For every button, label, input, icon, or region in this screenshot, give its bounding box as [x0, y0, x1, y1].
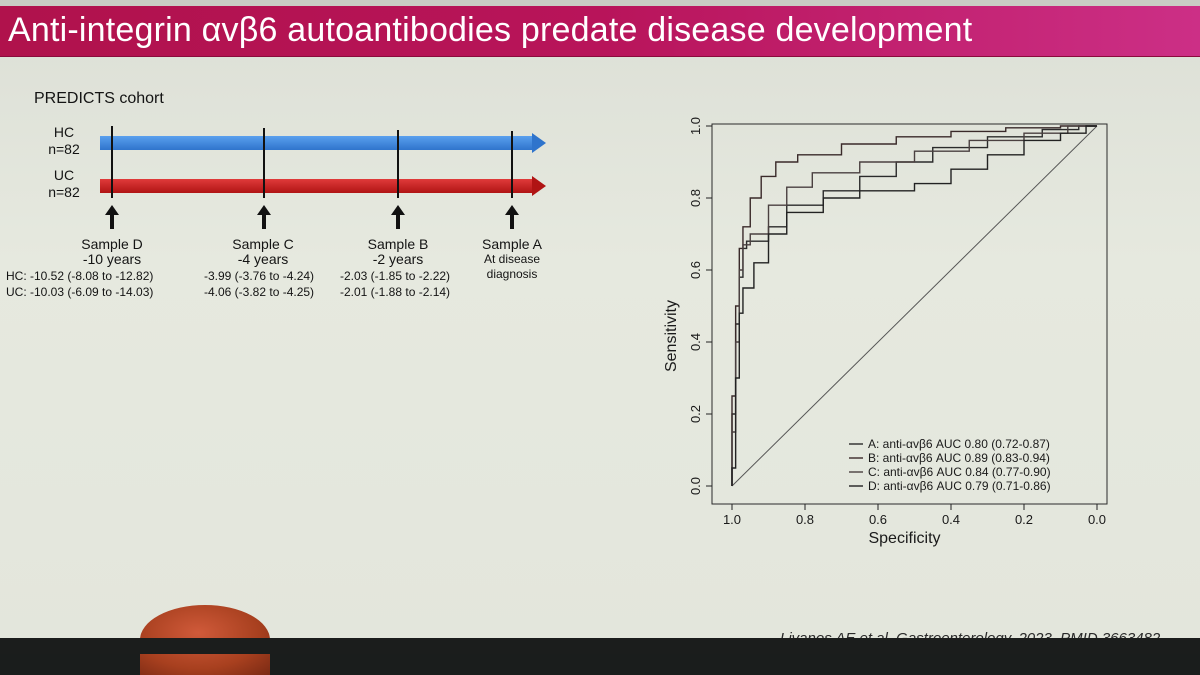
x-axis-label: Specificity: [868, 530, 940, 547]
hc-label: HC n=82: [44, 124, 84, 158]
reference-diagonal: [731, 125, 1098, 487]
roc-series-line: [731, 125, 1097, 486]
uc-n: n=82: [48, 184, 80, 200]
legend-entry: A: anti-αvβ6 AUC 0.80 (0.72-0.87): [868, 437, 1050, 451]
hc-name: HC: [53, 124, 75, 140]
sample-b-uc: -2.01 (-1.88 to -2.14): [340, 285, 451, 299]
hc-timeline-bar: [100, 136, 532, 150]
uc-label: UC n=82: [44, 167, 84, 201]
x-tick-label: 0.0: [1088, 512, 1106, 527]
hc-n: n=82: [48, 141, 80, 157]
legend-entry: D: anti-αvβ6 AUC 0.79 (0.71-0.86): [868, 479, 1051, 493]
y-tick-label: 0.4: [688, 333, 703, 351]
legend-entry: B: anti-αvβ6 AUC 0.89 (0.83-0.94): [868, 451, 1050, 465]
sample-b: Sample B -2 years: [348, 237, 448, 267]
up-arrow-sample-b: [391, 205, 405, 229]
sample-d-values: HC: -10.52 (-8.08 to -12.82) UC: -10.03 …: [6, 268, 153, 300]
y-tick-label: 0.6: [688, 261, 703, 279]
sample-c-hc: -3.99 (-3.76 to -4.24): [204, 269, 315, 283]
legend-entry: C: anti-αvβ6 AUC 0.84 (0.77-0.90): [868, 465, 1051, 479]
sample-d-name: Sample D: [81, 236, 143, 252]
up-arrow-sample-c: [257, 205, 271, 229]
x-tick-label: 0.2: [1015, 512, 1033, 527]
uc-arrow-head: [532, 176, 546, 196]
sample-a: Sample A At disease diagnosis: [462, 237, 562, 282]
tick-sample-d: [111, 126, 113, 198]
y-tick-label: 1.0: [688, 117, 703, 135]
title-bar: Anti-integrin αvβ6 autoantibodies predat…: [0, 6, 1200, 57]
uc-timeline-bar: [100, 179, 532, 193]
bottom-edge: [0, 638, 1200, 654]
y-axis-label: Sensitivity: [663, 300, 680, 372]
plot-frame: [711, 123, 1108, 505]
slide-title: Anti-integrin αvβ6 autoantibodies predat…: [8, 11, 973, 49]
up-arrow-sample-a: [505, 205, 519, 229]
roc-chart: 1.0 0.8 0.6 0.4 0.2 0.0 0.0 0.2 0.4 0.6 0.8 1.0 Spec…: [663, 117, 1108, 547]
x-tick-label: 0.8: [796, 512, 814, 527]
sample-d: Sample D -10 years: [62, 237, 162, 267]
sample-c-time: -4 years: [237, 251, 289, 267]
sample-b-hc: -2.03 (-1.85 to -2.22): [340, 269, 451, 283]
x-tick-label: 0.6: [869, 512, 887, 527]
tick-sample-b: [397, 130, 399, 198]
hc-arrow-head: [532, 133, 546, 153]
y-tick-label: 0.8: [688, 189, 703, 207]
sample-b-name: Sample B: [367, 236, 429, 252]
tick-sample-a: [511, 131, 513, 198]
sample-a-time: At disease: [483, 252, 541, 266]
sample-b-time: -2 years: [372, 251, 424, 267]
sample-c-uc: -4.06 (-3.82 to -4.25): [204, 285, 315, 299]
top-strip: [0, 0, 1200, 6]
y-tick-label: 0.0: [688, 477, 703, 495]
sample-a-time2: diagnosis: [486, 267, 538, 281]
sample-c-values: -3.99 (-3.76 to -4.24) -4.06 (-3.82 to -…: [204, 268, 314, 300]
cohort-label: PREDICTS cohort: [34, 90, 164, 107]
sample-a-name: Sample A: [482, 236, 542, 252]
y-tick-label: 0.2: [688, 405, 703, 423]
sample-d-uc: UC: -10.03 (-6.09 to -14.03): [6, 285, 154, 299]
roc-series-line: [731, 125, 1097, 486]
sample-c-name: Sample C: [232, 236, 294, 252]
uc-name: UC: [53, 167, 75, 183]
up-arrow-sample-d: [105, 205, 119, 229]
x-tick-label: 1.0: [723, 512, 741, 527]
sample-d-time: -10 years: [82, 251, 142, 267]
tick-sample-c: [263, 128, 265, 198]
sample-b-values: -2.03 (-1.85 to -2.22) -2.01 (-1.88 to -…: [340, 268, 450, 300]
sample-c: Sample C -4 years: [213, 237, 313, 267]
sample-d-hc: HC: -10.52 (-8.08 to -12.82): [6, 269, 154, 283]
x-tick-label: 0.4: [942, 512, 960, 527]
